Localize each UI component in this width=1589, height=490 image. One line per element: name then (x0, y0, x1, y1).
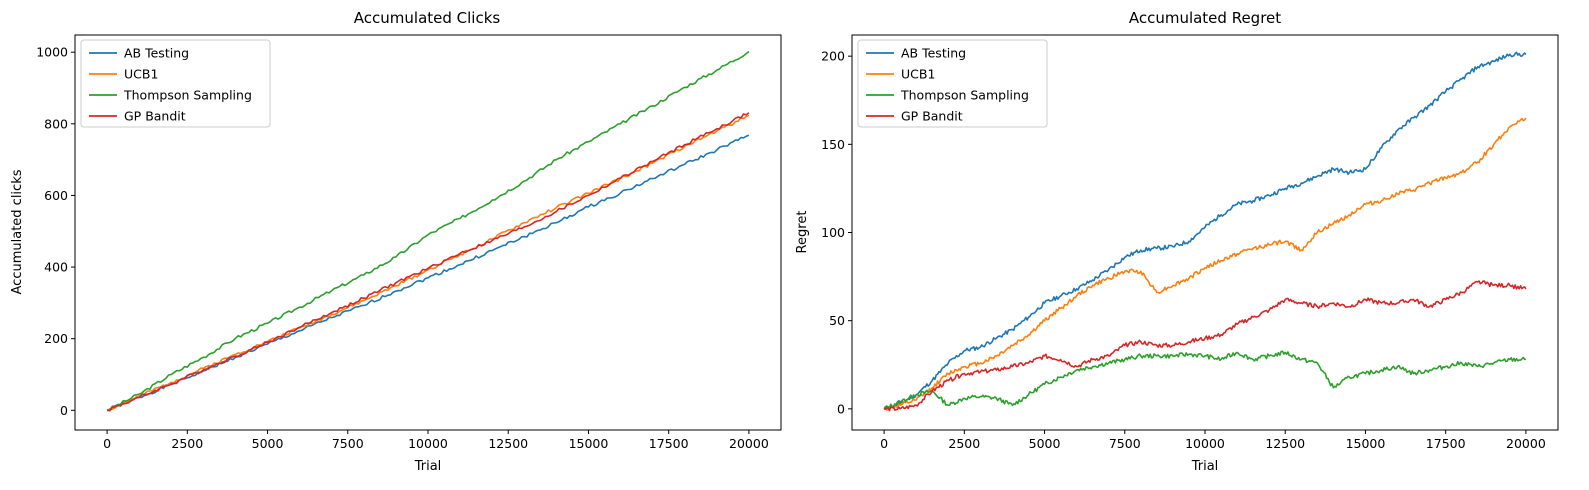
ticks-layer: 0 2500 5000 7500 10000 12500 15000 17500 20000 0 2… (36, 45, 769, 451)
chart-title: Accumulated Clicks (354, 9, 501, 27)
legend-box (857, 39, 1048, 128)
x-tick-label: 20000 (729, 436, 769, 451)
x-tick-label: 20000 (1506, 436, 1546, 451)
y-tick-label: 100 (821, 225, 845, 240)
x-tick-label: 10000 (1185, 436, 1225, 451)
series-line-ab-testing (106, 134, 750, 412)
y-tick-label: 200 (44, 331, 68, 346)
series-line-ucb1 (883, 117, 1527, 411)
y-tick-label: 200 (821, 49, 845, 64)
series-line-thompson-sampling (883, 350, 1527, 410)
legend-entry: Thompson Sampling (900, 88, 1029, 103)
series-line-gp-bandit (883, 280, 1527, 412)
x-tick-label: 7500 (332, 436, 364, 451)
x-tick-label: 12500 (1265, 436, 1305, 451)
x-tick-label: 12500 (488, 436, 528, 451)
series-line-gp-bandit (106, 112, 750, 412)
y-tick-label: 400 (44, 260, 68, 275)
y-tick-label: 0 (837, 401, 845, 416)
legend-entry: UCB1 (124, 67, 158, 82)
x-tick-label: 15000 (1346, 436, 1386, 451)
x-tick-label: 2500 (948, 436, 980, 451)
y-tick-label: 800 (44, 116, 68, 131)
series-line-ab-testing (883, 51, 1527, 411)
legend-entry: AB Testing (901, 46, 966, 61)
x-tick-label: 17500 (1426, 436, 1466, 451)
y-tick-label: 0 (60, 403, 68, 418)
x-tick-label: 15000 (569, 436, 609, 451)
x-tick-label: 5000 (1029, 436, 1061, 451)
regret-chart: Accumulated Regret 0 2500 5000 7500 10000 125… (795, 9, 1559, 474)
legend: AB Testing UCB1 Thompson Sampling GP Bandit (80, 39, 271, 128)
series-line-ucb1 (106, 114, 750, 412)
x-tick-label: 17500 (649, 436, 689, 451)
legend-entry: Thompson Sampling (123, 88, 252, 103)
x-axis-label: Trial (414, 459, 442, 474)
y-axis-label: Regret (795, 211, 810, 254)
y-tick-label: 50 (829, 313, 845, 328)
x-tick-label: 0 (103, 436, 111, 451)
x-axis-label: Trial (1191, 459, 1219, 474)
clicks-chart: Accumulated Clicks 0 2500 5000 7500 10000 125… (10, 9, 782, 474)
legend-entry: GP Bandit (901, 109, 963, 124)
y-tick-label: 600 (44, 188, 68, 203)
x-tick-label: 0 (880, 436, 888, 451)
y-axis-label: Accumulated clicks (10, 169, 25, 294)
y-tick-label: 1000 (36, 45, 68, 60)
x-tick-label: 7500 (1109, 436, 1141, 451)
series-line-thompson-sampling (106, 50, 750, 412)
legend-entry: GP Bandit (124, 109, 186, 124)
chart-title: Accumulated Regret (1129, 9, 1281, 27)
series-layer (106, 50, 750, 412)
legend: AB Testing UCB1 Thompson Sampling GP Bandit (857, 39, 1048, 128)
series-layer (883, 51, 1527, 412)
x-tick-label: 10000 (408, 436, 448, 451)
y-tick-label: 150 (821, 137, 845, 152)
x-tick-label: 5000 (252, 436, 284, 451)
legend-entry: UCB1 (901, 67, 935, 82)
legend-box (80, 39, 271, 128)
legend-entry: AB Testing (124, 46, 189, 61)
x-tick-label: 2500 (171, 436, 203, 451)
ticks-layer: 0 2500 5000 7500 10000 12500 15000 17500 20000 0 5… (821, 49, 1546, 451)
